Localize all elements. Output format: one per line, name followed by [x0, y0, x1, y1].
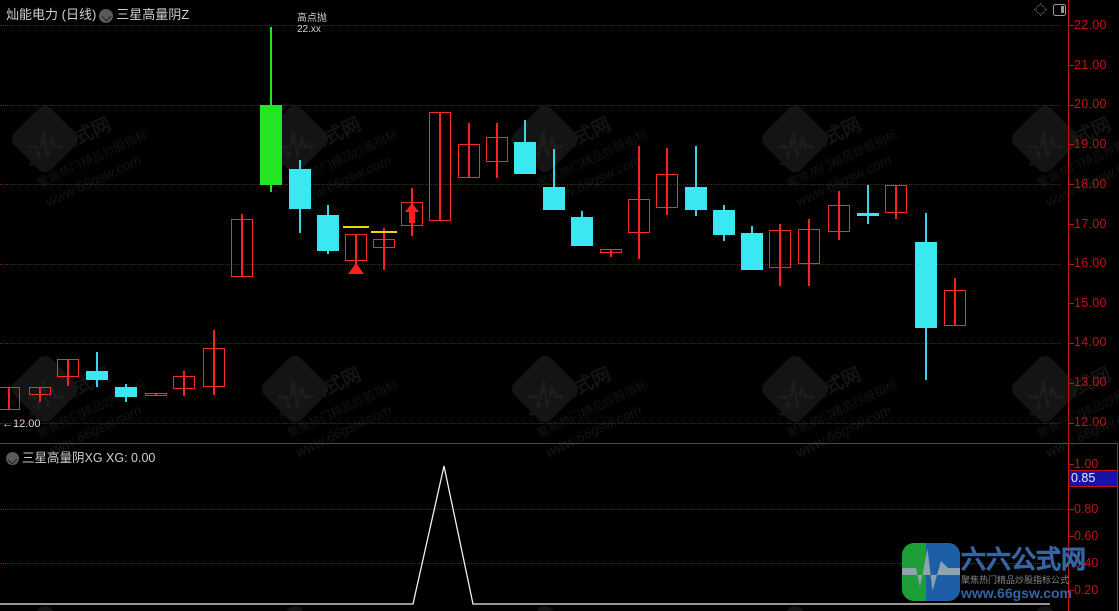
- svg-text:www.66gsw.com: www.66gsw.com: [960, 585, 1072, 601]
- svg-text:六六公式网: 六六公式网: [961, 546, 1086, 574]
- svg-text:聚焦热门精品炒股指标公式: 聚焦热门精品炒股指标公式: [961, 574, 1069, 585]
